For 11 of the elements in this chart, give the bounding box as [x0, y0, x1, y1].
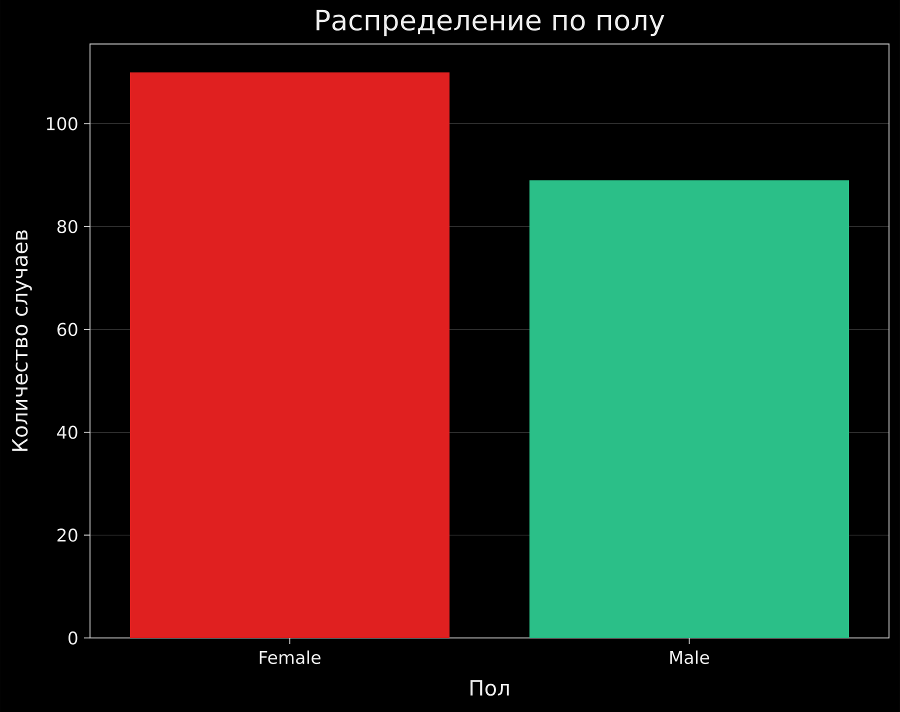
y-tick-label: 100: [47, 117, 78, 130]
y-axis-title: Количество случаев: [12, 230, 32, 451]
y-tick-label: 20: [57, 528, 78, 542]
chart-title: Распределение по полу: [316, 10, 664, 36]
y-tick-label: 80: [57, 220, 78, 234]
y-tick-label: 40: [57, 426, 78, 439]
y-tick-label: 60: [57, 322, 78, 336]
x-tick-label: Female: [260, 650, 320, 664]
x-axis-title: Пол: [470, 680, 509, 696]
x-tick-label: Male: [670, 650, 710, 664]
y-tick-label: 0: [68, 631, 78, 645]
